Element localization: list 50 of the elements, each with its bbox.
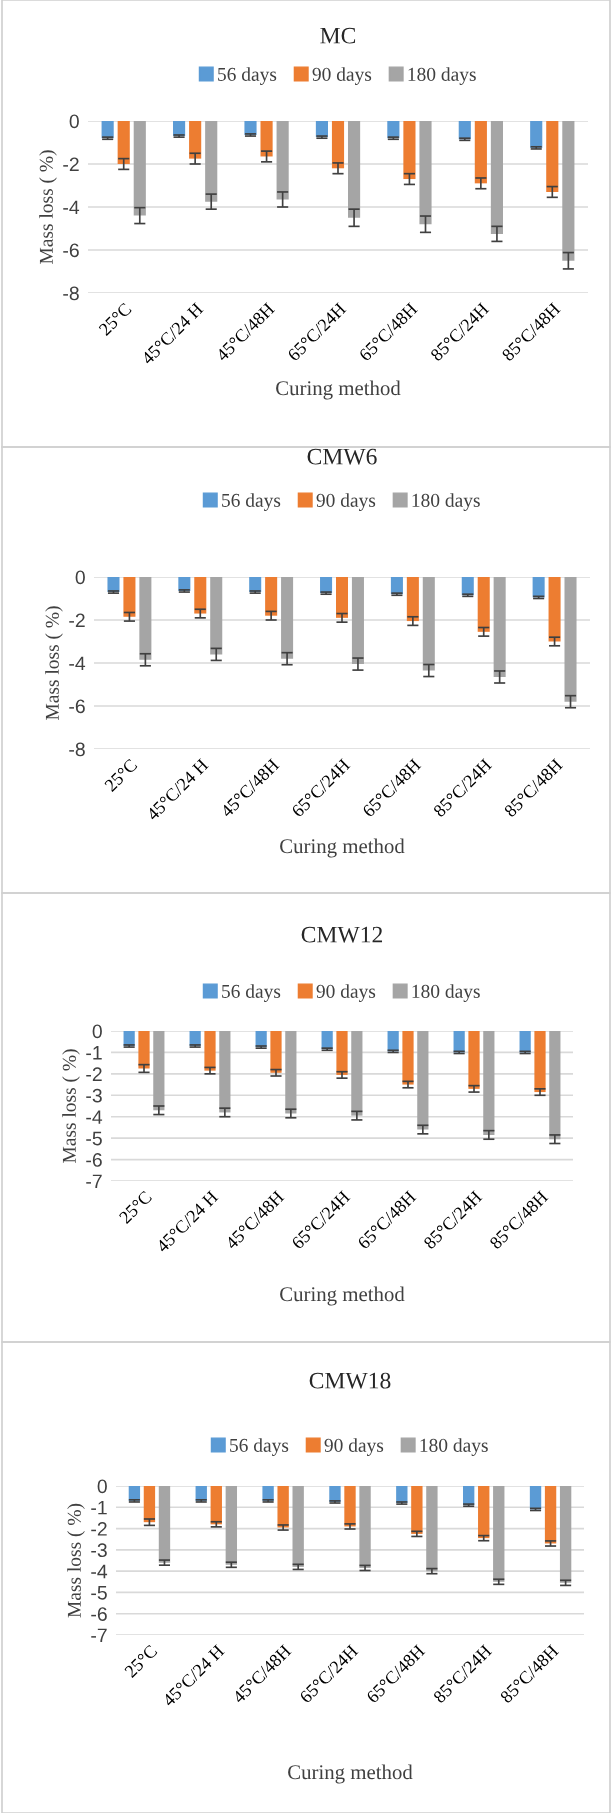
- y-tick-label: -7: [86, 1174, 102, 1189]
- y-tick-label: -4: [91, 1564, 108, 1579]
- y-tick-label: -4: [86, 1110, 103, 1124]
- y-axis-title: Mass loss ( %): [45, 606, 63, 720]
- chart-title: CMW18: [309, 1372, 391, 1389]
- y-tick-label: -6: [86, 1153, 102, 1167]
- legend-label: 56 days: [222, 984, 281, 1002]
- y-tick-label: -4: [63, 200, 80, 215]
- y-tick-label: -8: [69, 742, 85, 757]
- legend-label: 90 days: [324, 1438, 384, 1456]
- y-tick-label: -4: [69, 656, 86, 671]
- y-tick-label: -6: [63, 243, 79, 258]
- legend-label: 56 days: [230, 1438, 289, 1456]
- y-tick-label: -2: [91, 1522, 107, 1536]
- y-axis-title: Mass loss ( %): [62, 1049, 80, 1163]
- x-axis-title: Curing method: [280, 1286, 405, 1306]
- y-tick-label: -6: [91, 1607, 107, 1621]
- chart-title: CMW12: [301, 926, 383, 943]
- y-tick-label: -8: [63, 286, 79, 301]
- y-tick-label: 0: [97, 1479, 107, 1494]
- y-axis-title: Mass loss ( %): [67, 1503, 85, 1618]
- y-tick-label: -2: [86, 1067, 102, 1081]
- x-axis-title: Curing method: [276, 380, 401, 400]
- y-tick-label: 0: [92, 1024, 102, 1039]
- y-tick-label: 0: [75, 570, 85, 585]
- legend-label: 180 days: [412, 493, 480, 511]
- y-tick-label: -1: [86, 1046, 102, 1060]
- y-tick-label: -7: [91, 1628, 107, 1643]
- y-tick-label: -2: [63, 157, 79, 172]
- y-tick-label: 0: [69, 114, 79, 129]
- y-tick-label: -3: [91, 1543, 107, 1558]
- legend-label: 56 days: [222, 493, 281, 511]
- y-tick-label: -3: [86, 1088, 102, 1103]
- y-tick-label: -1: [91, 1500, 107, 1515]
- legend-label: 180 days: [408, 67, 476, 85]
- x-axis-title: Curing method: [288, 1764, 413, 1784]
- chart-title: CMW6: [307, 448, 377, 465]
- y-tick-label: -6: [69, 699, 85, 714]
- legend-label: 90 days: [316, 493, 376, 511]
- y-tick-label: -2: [69, 613, 85, 628]
- y-tick-label: -5: [86, 1131, 102, 1146]
- legend-label: 56 days: [218, 67, 277, 85]
- x-axis-title: Curing method: [280, 838, 405, 858]
- legend-label: 90 days: [312, 67, 372, 85]
- legend-label: 90 days: [316, 984, 376, 1002]
- y-tick-label: -5: [91, 1586, 107, 1600]
- y-axis-title: Mass loss ( %): [39, 150, 57, 264]
- legend-label: 180 days: [412, 984, 480, 1002]
- chart-title: MC: [320, 27, 356, 44]
- legend-label: 180 days: [420, 1438, 488, 1456]
